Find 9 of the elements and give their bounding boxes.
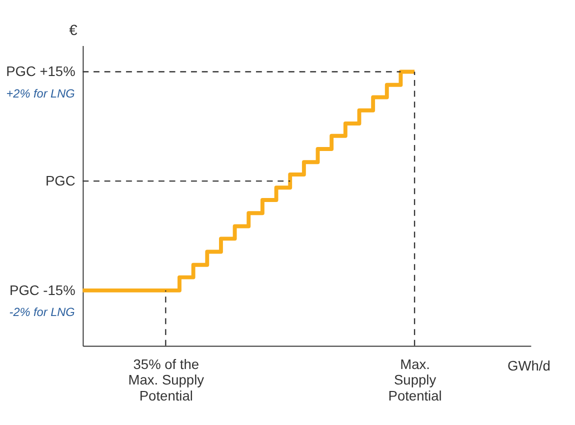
x-tick-label: Max. Supply Potential bbox=[388, 356, 442, 404]
y-tick-label: PGC +15% bbox=[6, 64, 76, 80]
y-tick-label: PGC -15% bbox=[10, 282, 76, 298]
y-tick-label: PGC bbox=[45, 174, 76, 189]
text: GWh/d bbox=[508, 358, 550, 374]
text: +2% for LNG bbox=[6, 86, 75, 100]
y-axis-title: € bbox=[69, 23, 78, 40]
x-tick-label: 35% of the Max. Supply Potential bbox=[128, 356, 204, 404]
text: -2% for LNG bbox=[9, 305, 75, 320]
